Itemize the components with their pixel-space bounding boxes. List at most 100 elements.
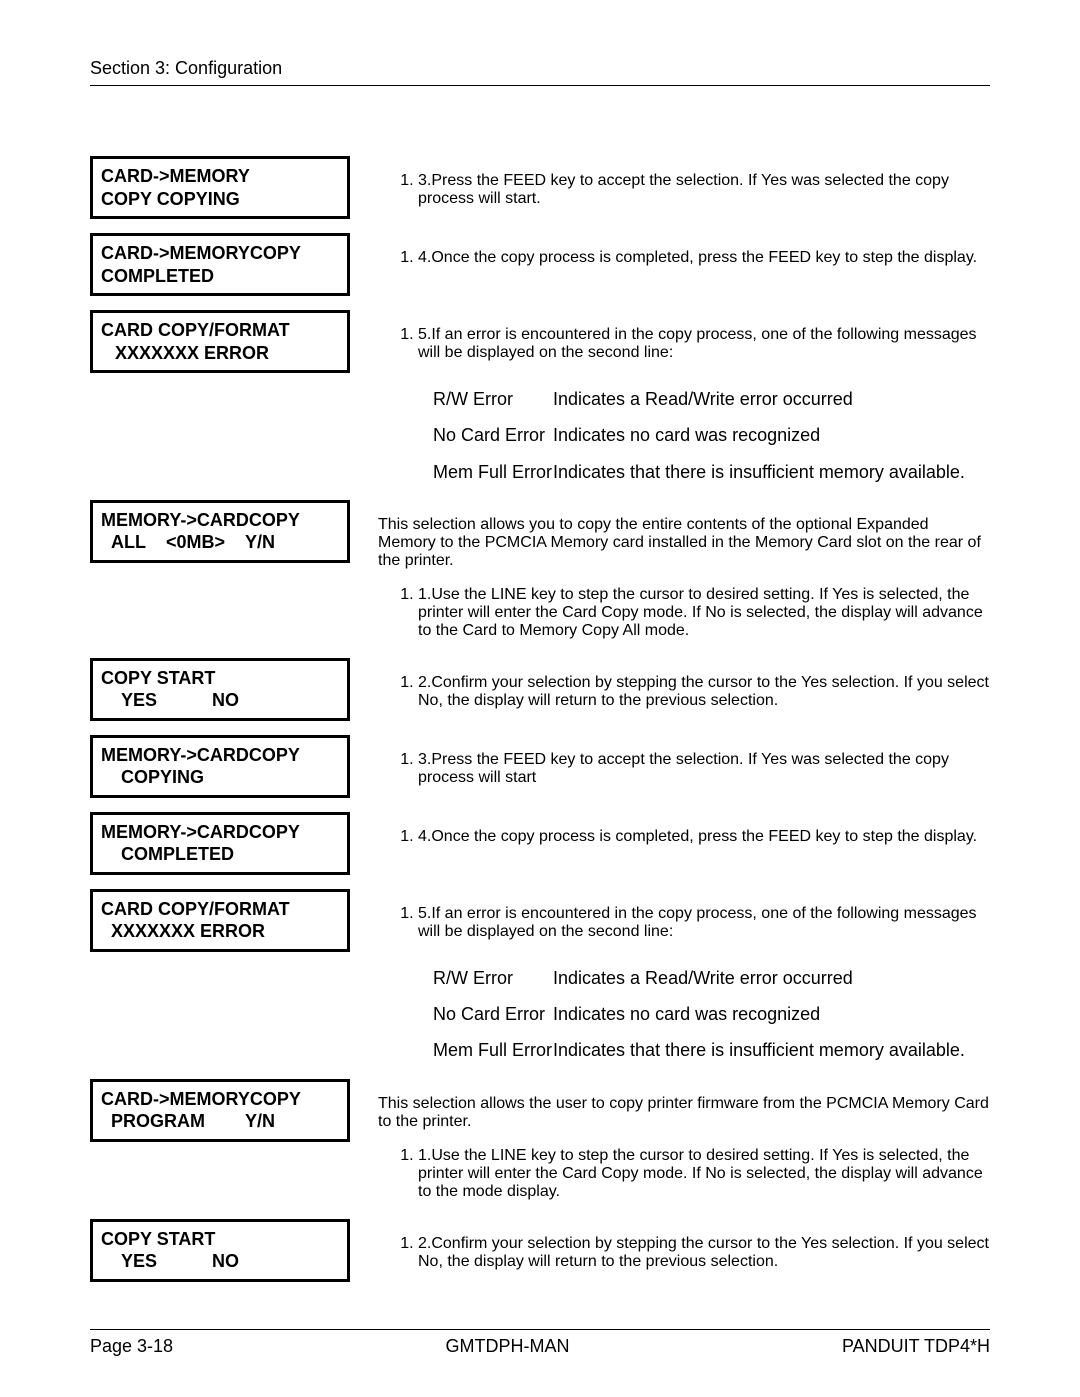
error-row: R/W ErrorIndicates a Read/Write error oc… <box>433 966 990 990</box>
error-row: No Card ErrorIndicates no card was recog… <box>433 1002 990 1026</box>
num: 2. <box>418 1235 431 1252</box>
err-desc: Indicates no card was recognized <box>553 1002 990 1026</box>
error-table-2: R/W ErrorIndicates a Read/Write error oc… <box>433 966 990 1063</box>
box3-line2: XXXXXXX ERROR <box>101 342 339 365</box>
row-1: CARD->MEMORY COPY COPYING 3.Press the FE… <box>90 156 990 231</box>
error-row: No Card ErrorIndicates no card was recog… <box>433 423 990 447</box>
box1-line2: COPY COPYING <box>101 188 339 211</box>
intro-3: This selection allows the user to copy p… <box>378 1095 990 1131</box>
err-label: Mem Full Error <box>433 460 553 484</box>
txt: Press the FEED key to accept the selecti… <box>418 751 949 786</box>
num: 2. <box>418 674 431 691</box>
display-box-1: CARD->MEMORY COPY COPYING <box>90 156 350 219</box>
section-header: Section 3: Configuration <box>90 58 990 86</box>
box9-line2: PROGRAM Y/N <box>101 1110 339 1133</box>
step-2c: 2.Confirm your selection by stepping the… <box>418 1235 990 1271</box>
err-label: No Card Error <box>433 1002 553 1026</box>
err-desc: Indicates a Read/Write error occurred <box>553 966 990 990</box>
row-3: CARD COPY/FORMAT XXXXXXX ERROR 5.If an e… <box>90 310 990 385</box>
num: 5. <box>418 326 431 343</box>
txt: Use the LINE key to step the cursor to d… <box>418 1147 983 1200</box>
row-err2: R/W ErrorIndicates a Read/Write error oc… <box>90 966 990 1077</box>
num: 1. <box>418 586 431 603</box>
box4-line2: ALL <0MB> Y/N <box>101 531 339 554</box>
row-2: CARD->MEMORYCOPY COMPLETED 4.Once the co… <box>90 233 990 308</box>
box6-line2: COPYING <box>101 766 339 789</box>
display-box-4: MEMORY->CARDCOPY ALL <0MB> Y/N <box>90 500 350 563</box>
err-desc: Indicates that there is insufficient mem… <box>553 460 990 484</box>
row-4: MEMORY->CARDCOPY ALL <0MB> Y/N This sele… <box>90 500 990 656</box>
box9-line1: CARD->MEMORYCOPY <box>101 1089 301 1109</box>
err-label: R/W Error <box>433 966 553 990</box>
box5-line1: COPY START <box>101 668 215 688</box>
err-desc: Indicates a Read/Write error occurred <box>553 387 990 411</box>
txt: Use the LINE key to step the cursor to d… <box>418 586 983 639</box>
err-label: R/W Error <box>433 387 553 411</box>
step-4b: 4.Once the copy process is completed, pr… <box>418 828 990 846</box>
box10-line1: COPY START <box>101 1229 215 1249</box>
display-box-5: COPY START YES NO <box>90 658 350 721</box>
txt: Confirm your selection by stepping the c… <box>418 674 989 709</box>
row-8: CARD COPY/FORMAT XXXXXXX ERROR 5.If an e… <box>90 889 990 964</box>
error-row: R/W ErrorIndicates a Read/Write error oc… <box>433 387 990 411</box>
box7-line2: COMPLETED <box>101 843 339 866</box>
err-label: No Card Error <box>433 423 553 447</box>
num: 1. <box>418 1147 431 1164</box>
row-5: COPY START YES NO 2.Confirm your selecti… <box>90 658 990 733</box>
box7-line1: MEMORY->CARDCOPY <box>101 822 300 842</box>
intro-2: This selection allows you to copy the en… <box>378 516 990 570</box>
display-box-7: MEMORY->CARDCOPY COMPLETED <box>90 812 350 875</box>
page: Section 3: Configuration CARD->MEMORY CO… <box>0 0 1080 1397</box>
error-table-1: R/W ErrorIndicates a Read/Write error oc… <box>433 387 990 484</box>
txt: Press the FEED key to accept the selecti… <box>418 172 949 207</box>
box2-line1: CARD->MEMORYCOPY <box>101 243 301 263</box>
row-6: MEMORY->CARDCOPY COPYING 3.Press the FEE… <box>90 735 990 810</box>
error-row: Mem Full ErrorIndicates that there is in… <box>433 460 990 484</box>
txt: Confirm your selection by stepping the c… <box>418 1235 989 1270</box>
box5-line2: YES NO <box>101 689 339 712</box>
box2-line2: COMPLETED <box>101 265 339 288</box>
row-err1: R/W ErrorIndicates a Read/Write error oc… <box>90 387 990 498</box>
display-box-9: CARD->MEMORYCOPY PROGRAM Y/N <box>90 1079 350 1142</box>
step-2b: 2.Confirm your selection by stepping the… <box>418 674 990 710</box>
num: 4. <box>418 828 431 845</box>
box10-line2: YES NO <box>101 1250 339 1273</box>
row-10: COPY START YES NO 2.Confirm your selecti… <box>90 1219 990 1294</box>
num: 3. <box>418 172 431 189</box>
step-5: 5.If an error is encountered in the copy… <box>418 326 990 362</box>
row-7: MEMORY->CARDCOPY COMPLETED 4.Once the co… <box>90 812 990 887</box>
num: 5. <box>418 905 431 922</box>
footer-center: GMTDPH-MAN <box>446 1336 570 1357</box>
txt: If an error is encountered in the copy p… <box>418 905 977 940</box>
display-box-2: CARD->MEMORYCOPY COMPLETED <box>90 233 350 296</box>
display-box-6: MEMORY->CARDCOPY COPYING <box>90 735 350 798</box>
box4-line1: MEMORY->CARDCOPY <box>101 510 300 530</box>
box8-line1: CARD COPY/FORMAT <box>101 899 290 919</box>
step-4: 4.Once the copy process is completed, pr… <box>418 249 990 267</box>
error-row: Mem Full ErrorIndicates that there is in… <box>433 1038 990 1062</box>
txt: Once the copy process is completed, pres… <box>431 249 977 266</box>
row-9: CARD->MEMORYCOPY PROGRAM Y/N This select… <box>90 1079 990 1217</box>
footer-left: Page 3-18 <box>90 1336 173 1357</box>
footer: Page 3-18 GMTDPH-MAN PANDUIT TDP4*H <box>90 1329 990 1357</box>
step-5b: 5.If an error is encountered in the copy… <box>418 905 990 941</box>
txt: If an error is encountered in the copy p… <box>418 326 977 361</box>
step-3: 3.Press the FEED key to accept the selec… <box>418 172 990 208</box>
footer-right: PANDUIT TDP4*H <box>842 1336 990 1357</box>
err-label: Mem Full Error <box>433 1038 553 1062</box>
box3-line1: CARD COPY/FORMAT <box>101 320 290 340</box>
num: 4. <box>418 249 431 266</box>
step-1c: 1.Use the LINE key to step the cursor to… <box>418 1147 990 1201</box>
num: 3. <box>418 751 431 768</box>
err-desc: Indicates no card was recognized <box>553 423 990 447</box>
box8-line2: XXXXXXX ERROR <box>101 920 339 943</box>
box1-line1: CARD->MEMORY <box>101 166 250 186</box>
step-1b: 1.Use the LINE key to step the cursor to… <box>418 586 990 640</box>
display-box-10: COPY START YES NO <box>90 1219 350 1282</box>
step-3b: 3.Press the FEED key to accept the selec… <box>418 751 990 787</box>
display-box-8: CARD COPY/FORMAT XXXXXXX ERROR <box>90 889 350 952</box>
err-desc: Indicates that there is insufficient mem… <box>553 1038 990 1062</box>
box6-line1: MEMORY->CARDCOPY <box>101 745 300 765</box>
display-box-3: CARD COPY/FORMAT XXXXXXX ERROR <box>90 310 350 373</box>
txt: Once the copy process is completed, pres… <box>431 828 977 845</box>
